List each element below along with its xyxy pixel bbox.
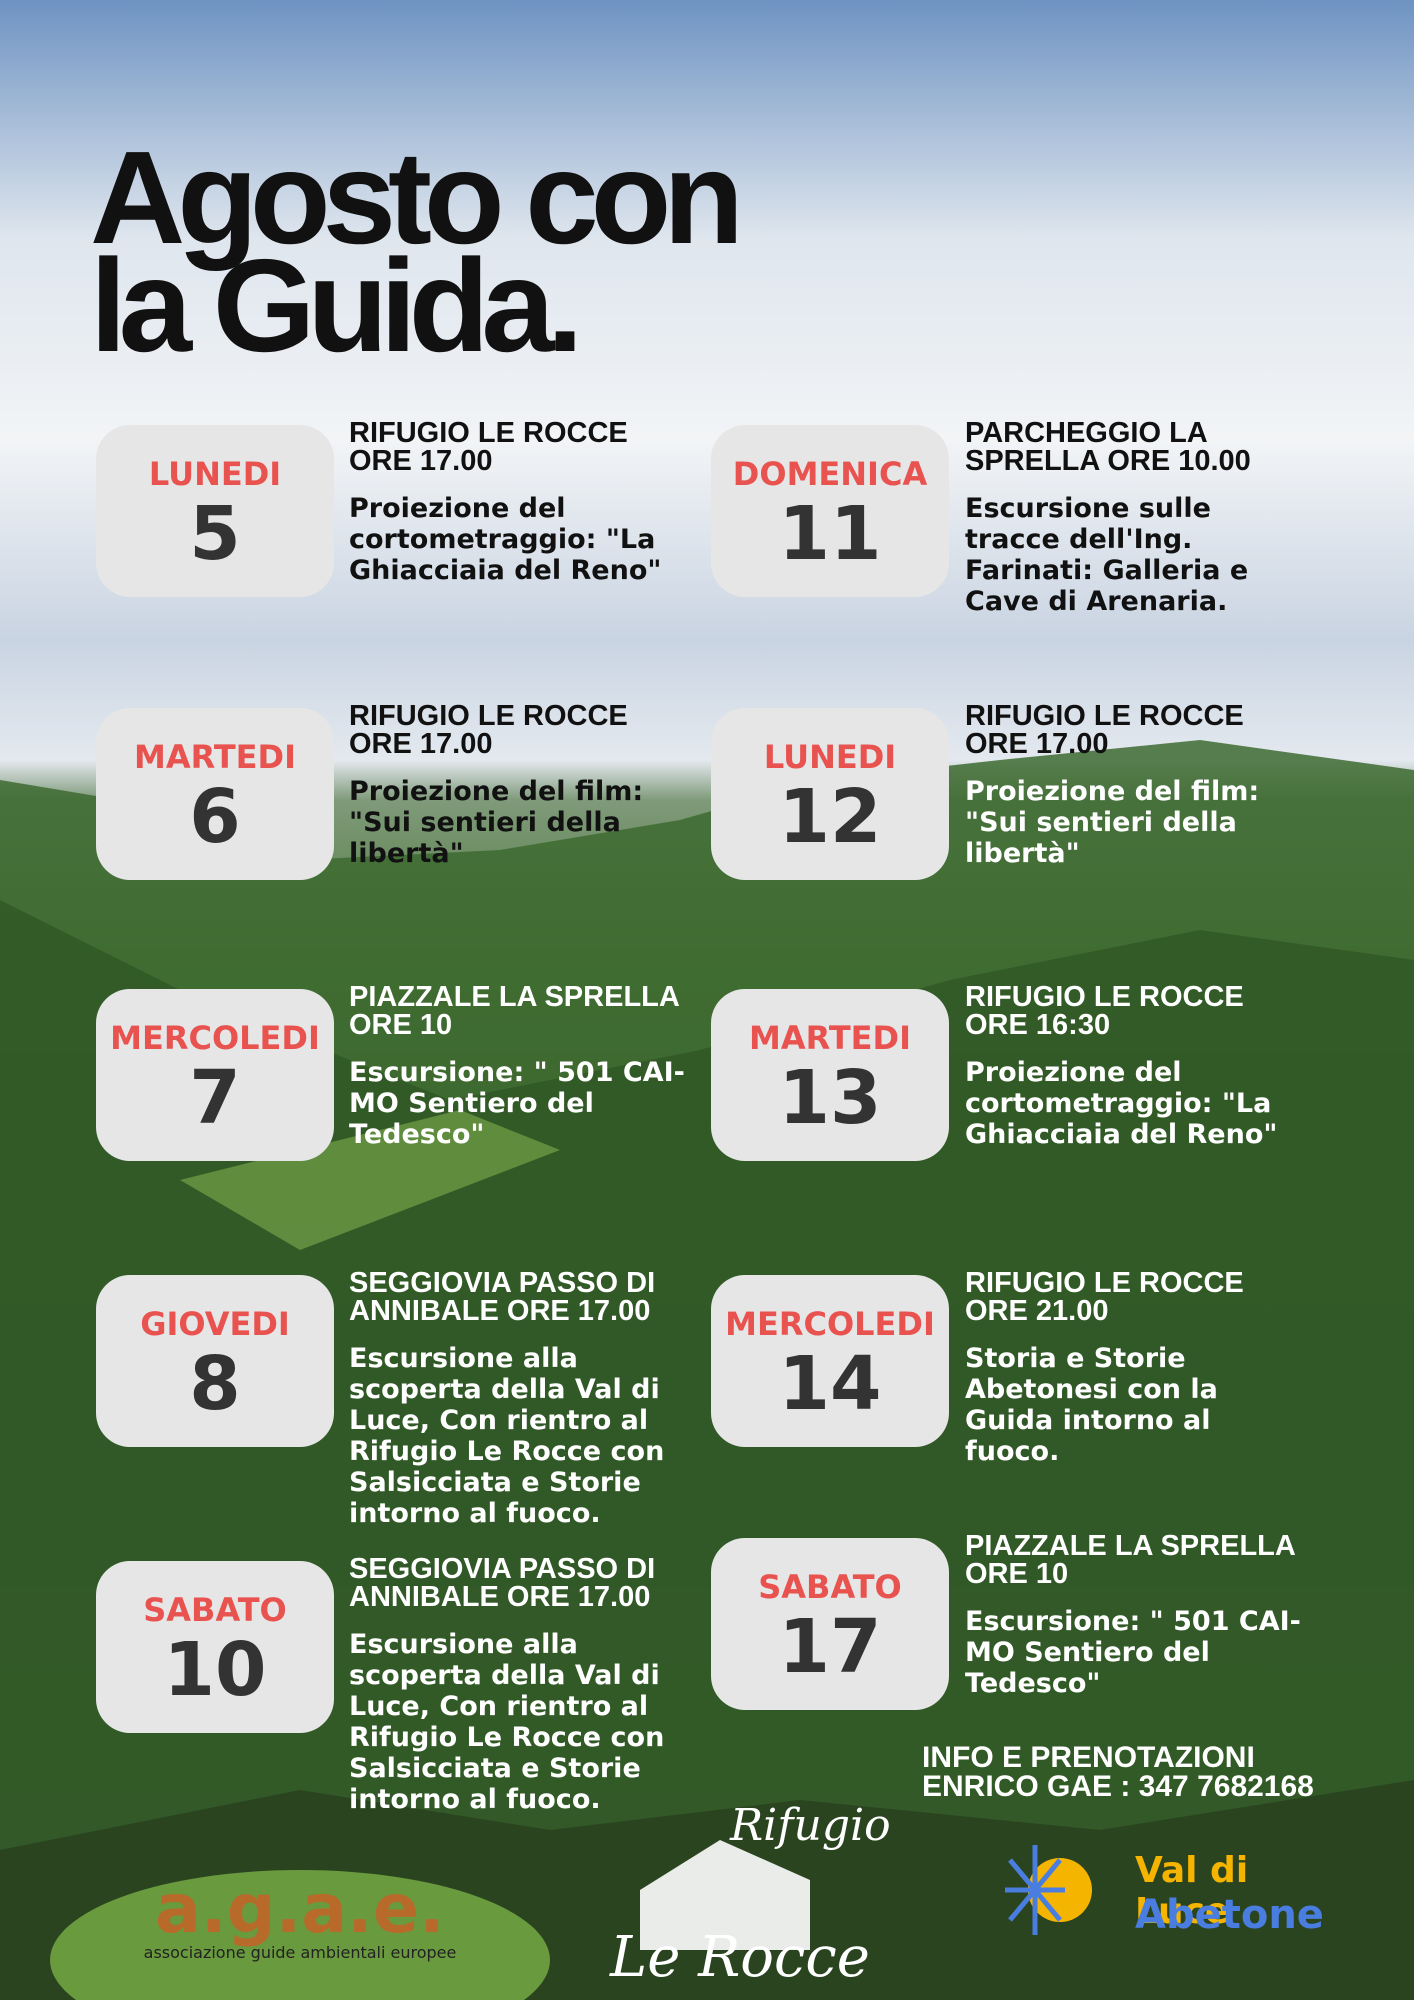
weekday: LUNEDI — [148, 455, 282, 493]
hut-icon — [640, 1840, 810, 1950]
day-number: 6 — [189, 774, 241, 860]
logo-text: a.g.a.e. — [155, 1870, 445, 1949]
weekday: LUNEDI — [763, 738, 897, 776]
weekday: GIOVEDI — [140, 1305, 290, 1343]
event-description: Escursione alla scoperta della Val di Lu… — [349, 1343, 665, 1529]
date-card: MERCOLEDI 7 — [96, 989, 334, 1161]
event-text: RIFUGIO LE ROCCE ORE 16:30 Proiezione del… — [965, 981, 1310, 1151]
logo-agae: a.g.a.e. associazione guide ambientali e… — [60, 1870, 540, 1990]
day-number: 17 — [778, 1604, 882, 1690]
event-place: PARCHEGGIO LA SPRELLA ORE 10.00 — [965, 417, 1251, 477]
event-description: Escursione: " 501 CAI-MO Sentiero del Te… — [965, 1606, 1301, 1699]
day-number: 14 — [778, 1341, 882, 1427]
event-place: SEGGIOVIA PASSO DI ANNIBALE ORE 17.00 — [349, 1267, 656, 1327]
logo-text: Abetone — [1135, 1892, 1324, 1938]
event-place: PIAZZALE LA SPRELLA ORE 10 — [965, 1530, 1295, 1590]
date-card: MARTEDI 6 — [96, 708, 334, 880]
event-description: Escursione alla scoperta della Val di Lu… — [349, 1629, 665, 1815]
event-text: RIFUGIO LE ROCCE ORE 17.00 Proiezione del… — [965, 700, 1310, 870]
day-number: 12 — [778, 774, 882, 860]
event-text: RIFUGIO LE ROCCE ORE 17.00 Proiezione del… — [349, 417, 694, 587]
event-place: RIFUGIO LE ROCCE ORE 17.00 — [965, 700, 1244, 760]
event-place: RIFUGIO LE ROCCE ORE 17.00 — [349, 700, 628, 760]
date-card: MARTEDI 13 — [711, 989, 949, 1161]
event-description: Escursione: " 501 CAI-MO Sentiero del Te… — [349, 1057, 685, 1150]
title: la Guida. — [90, 232, 583, 379]
event-description: Escursione sulle tracce dell'Ing. Farina… — [965, 493, 1249, 617]
info-line: ENRICO GAE : 347 7682168 — [922, 1770, 1314, 1803]
day-number: 11 — [778, 491, 882, 577]
info-line: INFO E PRENOTAZIONI — [922, 1741, 1255, 1774]
date-card: SABATO 10 — [96, 1561, 334, 1733]
day-number: 8 — [189, 1341, 241, 1427]
sun-icon — [1005, 1845, 1092, 1935]
event-description: Proiezione del film: "Sui sentieri della… — [965, 776, 1260, 869]
weekday: MARTEDI — [749, 1019, 911, 1057]
event-place: RIFUGIO LE ROCCE ORE 21.00 — [965, 1267, 1244, 1327]
event-text: RIFUGIO LE ROCCE ORE 17.00 Proiezione del… — [349, 700, 694, 870]
weekday: DOMENICA — [732, 455, 928, 493]
weekday: SABATO — [758, 1568, 902, 1606]
event-text: PIAZZALE LA SPRELLA ORE 10 Escursione: " … — [349, 981, 694, 1151]
logo-valdiluce: Val di Luce Abetone — [995, 1830, 1324, 1950]
weekday: SABATO — [143, 1591, 287, 1629]
weekday: MERCOLEDI — [725, 1305, 935, 1343]
event-text: SEGGIOVIA PASSO DI ANNIBALE ORE 17.00 Esc… — [349, 1267, 694, 1530]
event-place: RIFUGIO LE ROCCE ORE 16:30 — [965, 981, 1244, 1041]
date-card: MERCOLEDI 14 — [711, 1275, 949, 1447]
info: INFO E PRENOTAZIONI ENRICO GAE : 347 768… — [922, 1741, 1314, 1803]
weekday: MERCOLEDI — [110, 1019, 320, 1057]
day-number: 10 — [163, 1627, 267, 1713]
event-text: RIFUGIO LE ROCCE ORE 21.00 Storia e Stori… — [965, 1267, 1310, 1468]
event-description: Storia e Storie Abetonesi con la Guida i… — [965, 1343, 1218, 1467]
event-description: Proiezione del cortometraggio: "La Ghiac… — [349, 493, 662, 586]
event-text: SEGGIOVIA PASSO DI ANNIBALE ORE 17.00 Esc… — [349, 1553, 694, 1816]
date-card: LUNEDI 12 — [711, 708, 949, 880]
logo-text: Val di Luce — [1135, 1850, 1249, 1932]
event-place: SEGGIOVIA PASSO DI ANNIBALE ORE 17.00 — [349, 1553, 656, 1613]
event-text: PIAZZALE LA SPRELLA ORE 10 Escursione: " … — [965, 1530, 1310, 1700]
logo-rifugio: Rifugio Le Rocce — [610, 1800, 930, 1990]
date-card: SABATO 17 — [711, 1538, 949, 1710]
event-text: PARCHEGGIO LA SPRELLA ORE 10.00 Escursion… — [965, 417, 1310, 618]
day-number: 7 — [189, 1055, 241, 1141]
date-card: LUNEDI 5 — [96, 425, 334, 597]
logo-text: Le Rocce — [610, 1925, 870, 1990]
event-place: RIFUGIO LE ROCCE ORE 17.00 — [349, 417, 628, 477]
logo-text: Rifugio — [730, 1800, 891, 1851]
event-description: Proiezione del cortometraggio: "La Ghiac… — [965, 1057, 1278, 1150]
day-number: 13 — [778, 1055, 882, 1141]
event-place: PIAZZALE LA SPRELLA ORE 10 — [349, 981, 679, 1041]
day-number: 5 — [189, 491, 241, 577]
date-card: GIOVEDI 8 — [96, 1275, 334, 1447]
title: Agosto con — [90, 124, 744, 271]
weekday: MARTEDI — [134, 738, 296, 776]
date-card: DOMENICA 11 — [711, 425, 949, 597]
logo-text: associazione guide ambientali europee — [143, 1943, 457, 1962]
event-description: Proiezione del film: "Sui sentieri della… — [349, 776, 644, 869]
